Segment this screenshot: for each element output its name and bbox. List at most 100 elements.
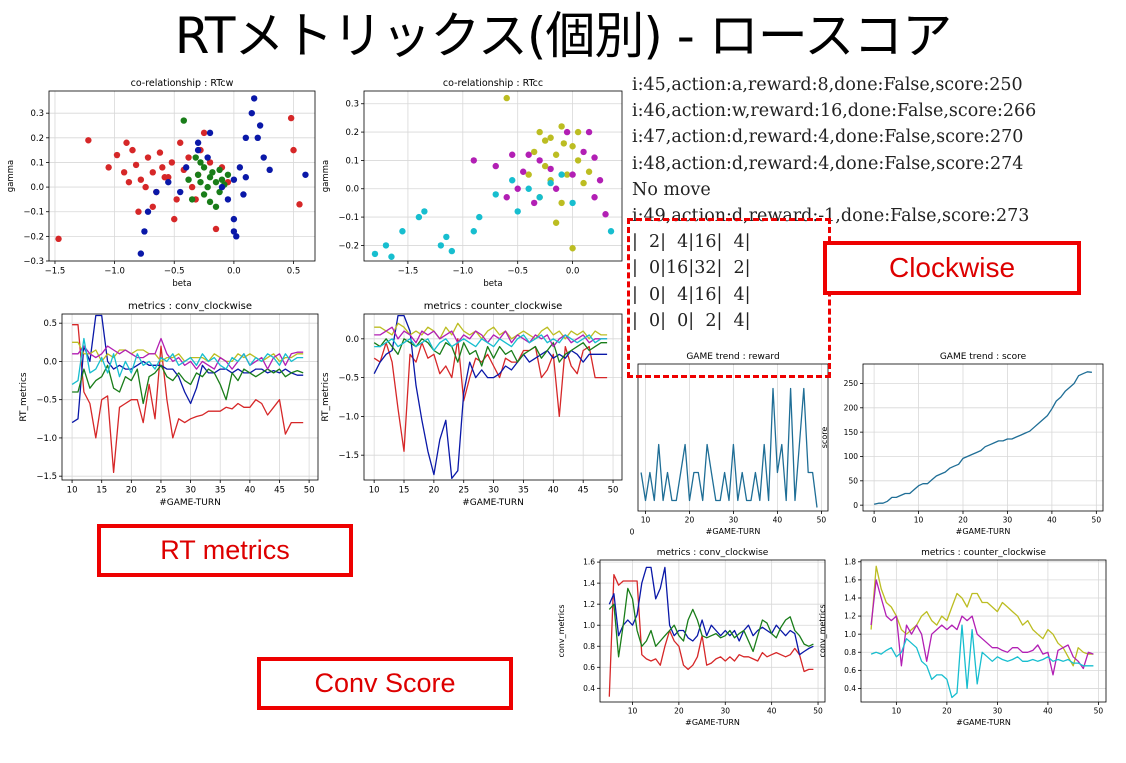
scatter-point <box>509 151 516 158</box>
scatter-point <box>585 128 593 136</box>
scatter-point <box>212 203 220 210</box>
plot-area <box>49 91 315 261</box>
chart-rtcc-scatter: −1.5 −1.0 −0.5 0.0 −0.2 −0.1 0.0 0.1 0.2 0.3 co-re… <box>321 70 632 300</box>
scatter-point <box>287 114 295 122</box>
series-line <box>373 314 608 480</box>
y-axis-label: RT_metrics <box>19 372 29 422</box>
x-tick-label: 50 <box>813 707 823 716</box>
x-tick-label: 30 <box>720 707 730 716</box>
scatter-point <box>547 134 554 141</box>
scatter-point <box>105 164 112 171</box>
scatter-point <box>200 191 208 198</box>
scatter-point <box>168 159 176 166</box>
scatter-point <box>580 179 587 187</box>
x-tick-label: 20 <box>126 486 137 496</box>
scatter-point <box>602 211 609 218</box>
x-tick-label: 20 <box>685 516 695 525</box>
plot-frame <box>862 363 1104 512</box>
chart-svg: 10 20 30 40 50 0.4 0.6 0.8 1.0 1.2 1.4 1.6 1.8 metric… <box>818 548 1107 727</box>
y-tick-label: 100 <box>844 452 859 461</box>
scatter-point <box>290 146 297 154</box>
log-line: i:48,action:d,reward:4,done:False,score:… <box>632 153 1024 174</box>
plot-area <box>861 560 1106 702</box>
scatter-point <box>569 171 576 178</box>
y-tick-label: 0.6 <box>844 666 856 675</box>
x-tick-label: 40 <box>244 486 255 496</box>
scatter-point <box>541 162 549 170</box>
y-tick-label: 0 <box>853 501 858 510</box>
x-axis-label: #GAME-TURN <box>685 718 740 727</box>
scatter-point <box>371 250 379 258</box>
scatter-point <box>192 154 199 161</box>
x-tick-label: −1.0 <box>452 267 473 277</box>
chart-title: GAME trend : reward <box>686 352 779 362</box>
x-tick-label: 0.0 <box>227 267 241 277</box>
scatter-point <box>563 171 571 178</box>
scatter-point <box>569 143 576 150</box>
scatter-point <box>159 164 166 171</box>
scatter-point <box>185 154 192 161</box>
plot-series-group <box>640 387 818 508</box>
scatter-point <box>125 178 133 186</box>
scatter-point <box>547 165 554 173</box>
scatter-point <box>230 215 238 223</box>
scatter-point <box>437 242 445 249</box>
scatter-point <box>558 199 565 207</box>
scatter-point <box>547 179 554 187</box>
x-tick-label: 40 <box>767 707 777 716</box>
scatter-point <box>212 178 220 186</box>
x-tick-label: −1.5 <box>45 267 66 277</box>
x-tick-label: 10 <box>67 486 78 496</box>
scatter-point <box>156 149 164 156</box>
scatter-point <box>120 169 128 176</box>
scatter-point <box>206 198 214 206</box>
series-line <box>870 579 1094 676</box>
y-tick-label: 0.0 <box>43 357 57 367</box>
scatter-point <box>552 219 560 226</box>
plot-series-group <box>373 314 608 480</box>
scatter-point <box>55 235 62 243</box>
y-tick-label: 1.0 <box>844 630 856 639</box>
scatter-point <box>132 161 140 169</box>
scatter-point <box>492 162 499 170</box>
scatter-point <box>591 194 598 201</box>
scatter-point <box>470 157 477 164</box>
y-tick-label: 0.0 <box>30 183 44 193</box>
x-tick-label: 30 <box>488 486 499 496</box>
plot-series-group <box>55 95 309 257</box>
chart-conv-counter-clockwise: 10 20 30 40 50 0.4 0.6 0.8 1.0 1.2 1.4 1.6 1.8 metric… <box>818 540 1126 736</box>
scatter-point <box>218 176 226 183</box>
x-tick-label: 50 <box>608 486 619 496</box>
y-tick-label: −1.0 <box>36 434 57 444</box>
scatter-point <box>574 128 582 136</box>
plot-area <box>863 364 1103 511</box>
scatter-point <box>388 253 395 260</box>
y-tick-label: −1.0 <box>338 412 359 422</box>
scatter-point <box>206 159 214 166</box>
x-tick-label: −1.5 <box>398 267 419 277</box>
scatter-point <box>218 183 226 191</box>
scatter-point <box>177 188 184 196</box>
scatter-point <box>509 177 516 184</box>
x-tick-label: 20 <box>958 516 968 525</box>
x-axis-label: #GAME-TURN <box>956 527 1011 536</box>
scatter-point <box>514 185 521 192</box>
scatter-point <box>200 129 208 137</box>
scatter-point <box>560 140 568 147</box>
scatter-point <box>242 134 250 142</box>
x-axis-label: #GAME-TURN <box>462 498 524 508</box>
scatter-point <box>503 94 510 102</box>
scatter-point <box>194 139 202 146</box>
x-tick-label: 40 <box>1047 516 1057 525</box>
log-line: i:47,action:d,reward:4,done:False,score:… <box>632 127 1024 148</box>
scatter-point <box>525 151 532 158</box>
chart-conv-clockwise: 10 20 30 40 50 0.4 0.6 0.8 1.0 1.2 1.4 1.6 metrics :… <box>552 540 834 736</box>
scatter-point <box>173 196 180 203</box>
scatter-point <box>177 139 184 146</box>
y-tick-label: 0.3 <box>30 109 44 119</box>
log-line: i:45,action:a,reward:8,done:False,score:… <box>632 75 1023 95</box>
scatter-point <box>421 208 428 215</box>
scatter-point <box>607 228 615 235</box>
x-tick-label: 10 <box>914 516 924 525</box>
x-tick-label: 20 <box>674 707 684 716</box>
